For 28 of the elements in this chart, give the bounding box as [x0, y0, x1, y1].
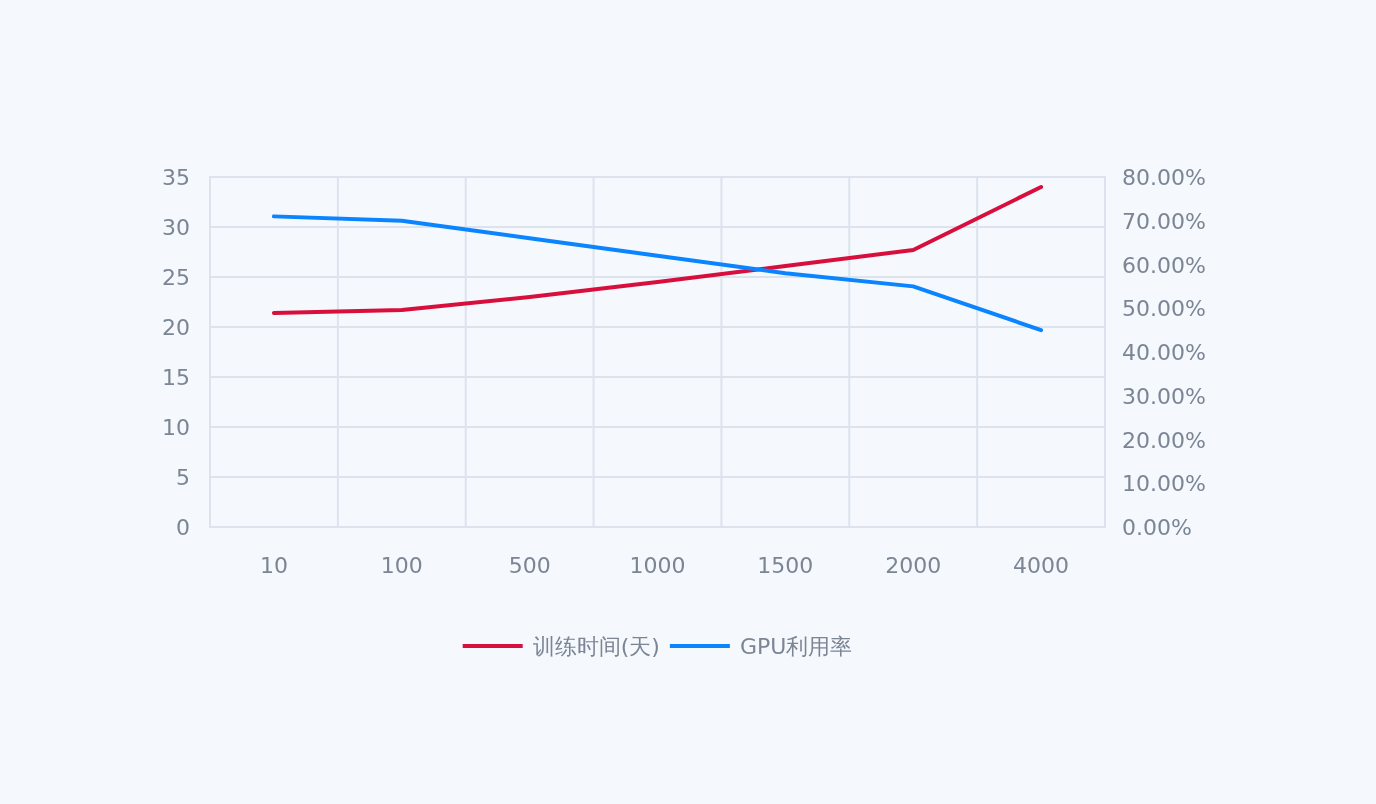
line-series — [271, 185, 1044, 315]
y2-tick-label: 70.00% — [1122, 208, 1206, 234]
line-series — [271, 214, 1044, 333]
y2-tick-label: 30.00% — [1122, 383, 1206, 409]
y-tick-label: 35 — [162, 165, 190, 190]
x-tick-label: 4000 — [1013, 553, 1070, 578]
x-tick-label: 10 — [259, 553, 288, 578]
y2-tick-label: 60.00% — [1122, 252, 1206, 278]
y-tick-label: 30 — [162, 215, 190, 240]
legend-label: 训练时间(天) — [532, 634, 660, 659]
x-tick-label: 1000 — [629, 553, 686, 578]
y-tick-label: 5 — [176, 465, 190, 490]
y-tick-label: 25 — [162, 265, 190, 290]
y2-tick-label: 80.00% — [1122, 165, 1206, 190]
x-tick-label: 500 — [508, 553, 551, 578]
x-tick-label: 100 — [380, 553, 423, 578]
x-tick-label: 2000 — [885, 553, 942, 578]
legend-label: GPU利用率 — [739, 634, 853, 659]
y2-tick-label: 40.00% — [1122, 340, 1206, 365]
y2-tick-label: 20.00% — [1122, 427, 1206, 453]
y2-tick-label: 50.00% — [1122, 296, 1206, 322]
y2-tick-label: 0.00% — [1122, 515, 1192, 540]
y-tick-label: 20 — [162, 315, 190, 340]
y2-tick-label: 10.00% — [1122, 471, 1206, 497]
x-tick-label: 1500 — [757, 553, 814, 578]
y-tick-label: 0 — [176, 515, 190, 540]
y-tick-label: 10 — [162, 415, 190, 440]
y-tick-label: 15 — [162, 365, 190, 390]
